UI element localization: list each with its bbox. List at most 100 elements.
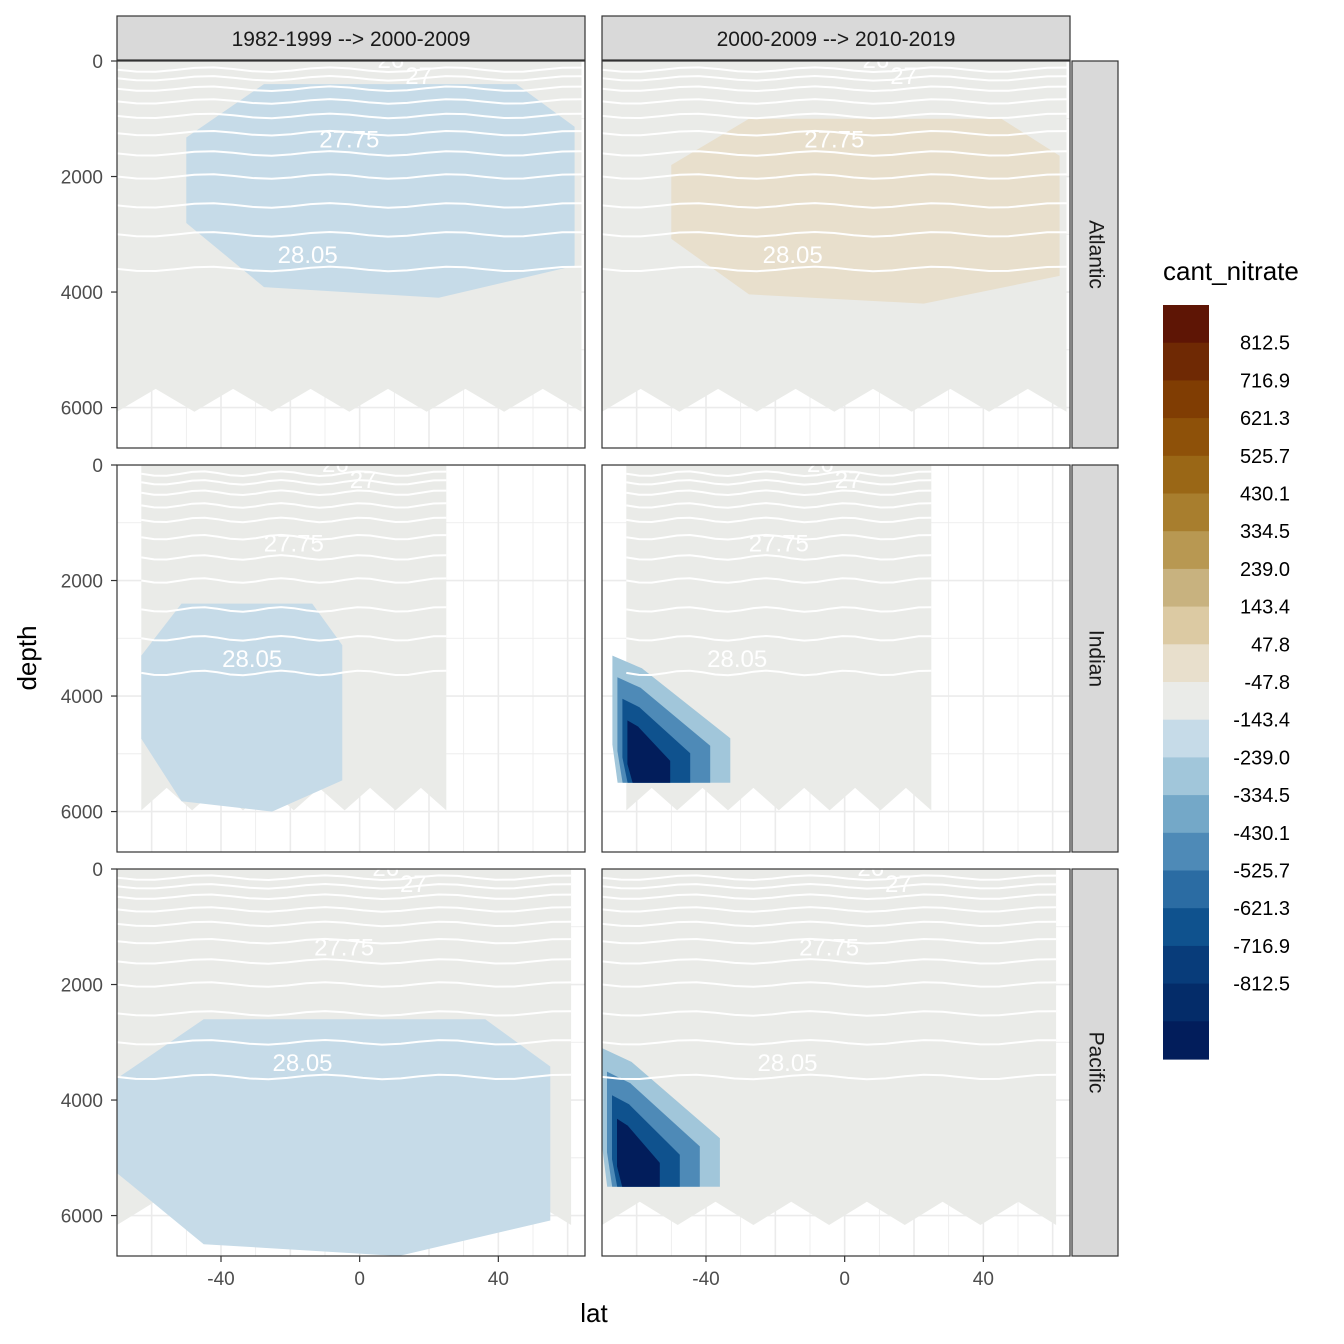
col-strip-1: 1982-1999 --> 2000-2009 — [116, 15, 586, 61]
contour-label: 27.75 — [319, 127, 379, 154]
strips-layer: 1982-1999 --> 2000-2009 2000-2009 --> 201… — [116, 15, 1119, 1257]
y-tick-label: 2000 — [61, 168, 103, 189]
isopycnal — [117, 230, 582, 238]
isopycnal — [602, 98, 1067, 105]
legend-swatch — [1163, 644, 1209, 683]
section-layer — [117, 869, 572, 1256]
isopycnal — [117, 85, 582, 93]
contour-label: 28.05 — [272, 1050, 332, 1077]
isopycnal — [602, 230, 1067, 238]
contour-label: 28.05 — [278, 242, 338, 269]
contour-label: 28.05 — [222, 646, 282, 673]
contour-label: 27 — [350, 467, 377, 494]
isopycnal — [117, 265, 582, 273]
anomaly-region — [117, 1019, 551, 1256]
legend-label: -812.5 — [1233, 974, 1290, 996]
legend-swatch — [1163, 1021, 1209, 1060]
isopycnal — [626, 533, 932, 541]
legend-swatch — [1163, 757, 1209, 796]
isopycnal — [626, 470, 932, 478]
anomaly-band — [627, 720, 671, 783]
contour-label: 27 — [885, 871, 912, 898]
isopycnal — [117, 112, 582, 120]
contour-label: 27.75 — [314, 935, 374, 962]
isopycnal — [602, 150, 1067, 157]
strip-box — [1071, 868, 1119, 1257]
isopycnals — [602, 66, 1067, 273]
isopycnal — [626, 478, 932, 486]
isopycnal — [141, 478, 447, 486]
panel-border — [601, 464, 1071, 853]
anomaly-region — [186, 84, 575, 298]
legend-swatch — [1163, 418, 1209, 457]
isopycnal — [626, 502, 932, 509]
isopycnals — [602, 874, 1057, 1081]
isopycnal — [602, 173, 1067, 180]
isopycnal — [602, 129, 1067, 137]
legend-swatch — [1163, 870, 1209, 909]
y-tick-label: 0 — [92, 860, 103, 881]
x-axis-title: lat — [580, 1298, 608, 1328]
legend-label: 143.4 — [1240, 597, 1290, 619]
isopycnal — [117, 98, 582, 105]
contour-label: 28.05 — [707, 646, 767, 673]
y-tick-label: 2000 — [61, 976, 103, 997]
x-tick-label: 0 — [354, 1269, 365, 1290]
legend-swatch — [1163, 795, 1209, 834]
legend-label: -143.4 — [1233, 710, 1290, 732]
anomaly-band — [617, 1118, 660, 1187]
isopycnal — [602, 202, 1067, 209]
strip-label: Pacific — [1084, 1032, 1107, 1094]
isopycnals — [117, 874, 572, 1081]
legend-label: 621.3 — [1240, 408, 1290, 430]
isopycnal — [602, 112, 1067, 120]
axes-layer: 020004000600002000400060000200040006000-… — [61, 52, 994, 1290]
section-layer — [602, 869, 1057, 1225]
legend-swatch — [1163, 568, 1209, 608]
y-tick-label: 6000 — [61, 1207, 103, 1228]
isopycnals — [141, 470, 447, 677]
contour-label: 27.75 — [264, 531, 324, 558]
legend-title: cant_nitrate — [1163, 256, 1299, 286]
isopycnal — [626, 554, 932, 561]
panel-border — [601, 868, 1071, 1257]
legend-swatch — [1163, 606, 1209, 645]
legend-label: 525.7 — [1240, 446, 1290, 468]
isopycnal — [117, 66, 582, 74]
section-layer — [602, 61, 1067, 412]
row-strip-indian: Indian — [1071, 464, 1119, 853]
isopycnal — [117, 150, 582, 157]
isopycnal — [602, 66, 1067, 74]
panel-border — [601, 60, 1071, 449]
contour-label: 27.75 — [804, 127, 864, 154]
isopycnal — [626, 577, 932, 584]
contour-label: 28.05 — [763, 242, 823, 269]
y-tick-label: 4000 — [61, 283, 103, 304]
legend-label: 239.0 — [1240, 559, 1290, 581]
legend-swatch — [1163, 719, 1209, 758]
isopycnal — [602, 906, 1057, 913]
section-layer — [612, 465, 932, 811]
isopycnal — [602, 1038, 1057, 1046]
contour-label: 27 — [400, 871, 427, 898]
isopycnal — [602, 1073, 1057, 1081]
isopycnal — [117, 893, 572, 901]
row-strip-pacific: Pacific — [1071, 868, 1119, 1257]
legend-label: 47.8 — [1251, 634, 1290, 656]
x-tick-label: 0 — [839, 1269, 850, 1290]
legend: cant_nitrate 812.5 716.9 621.3 525.7 430.1 33… — [1163, 256, 1299, 1060]
legend-label: -430.1 — [1233, 823, 1290, 845]
legend-swatch — [1163, 908, 1209, 947]
strip-box — [1071, 464, 1119, 853]
isopycnal — [626, 516, 932, 524]
isopycnal — [141, 516, 447, 524]
row-strip-atlantic: Atlantic — [1071, 60, 1119, 449]
legend-label: 430.1 — [1240, 484, 1290, 506]
contour-label: 27 — [890, 63, 917, 90]
